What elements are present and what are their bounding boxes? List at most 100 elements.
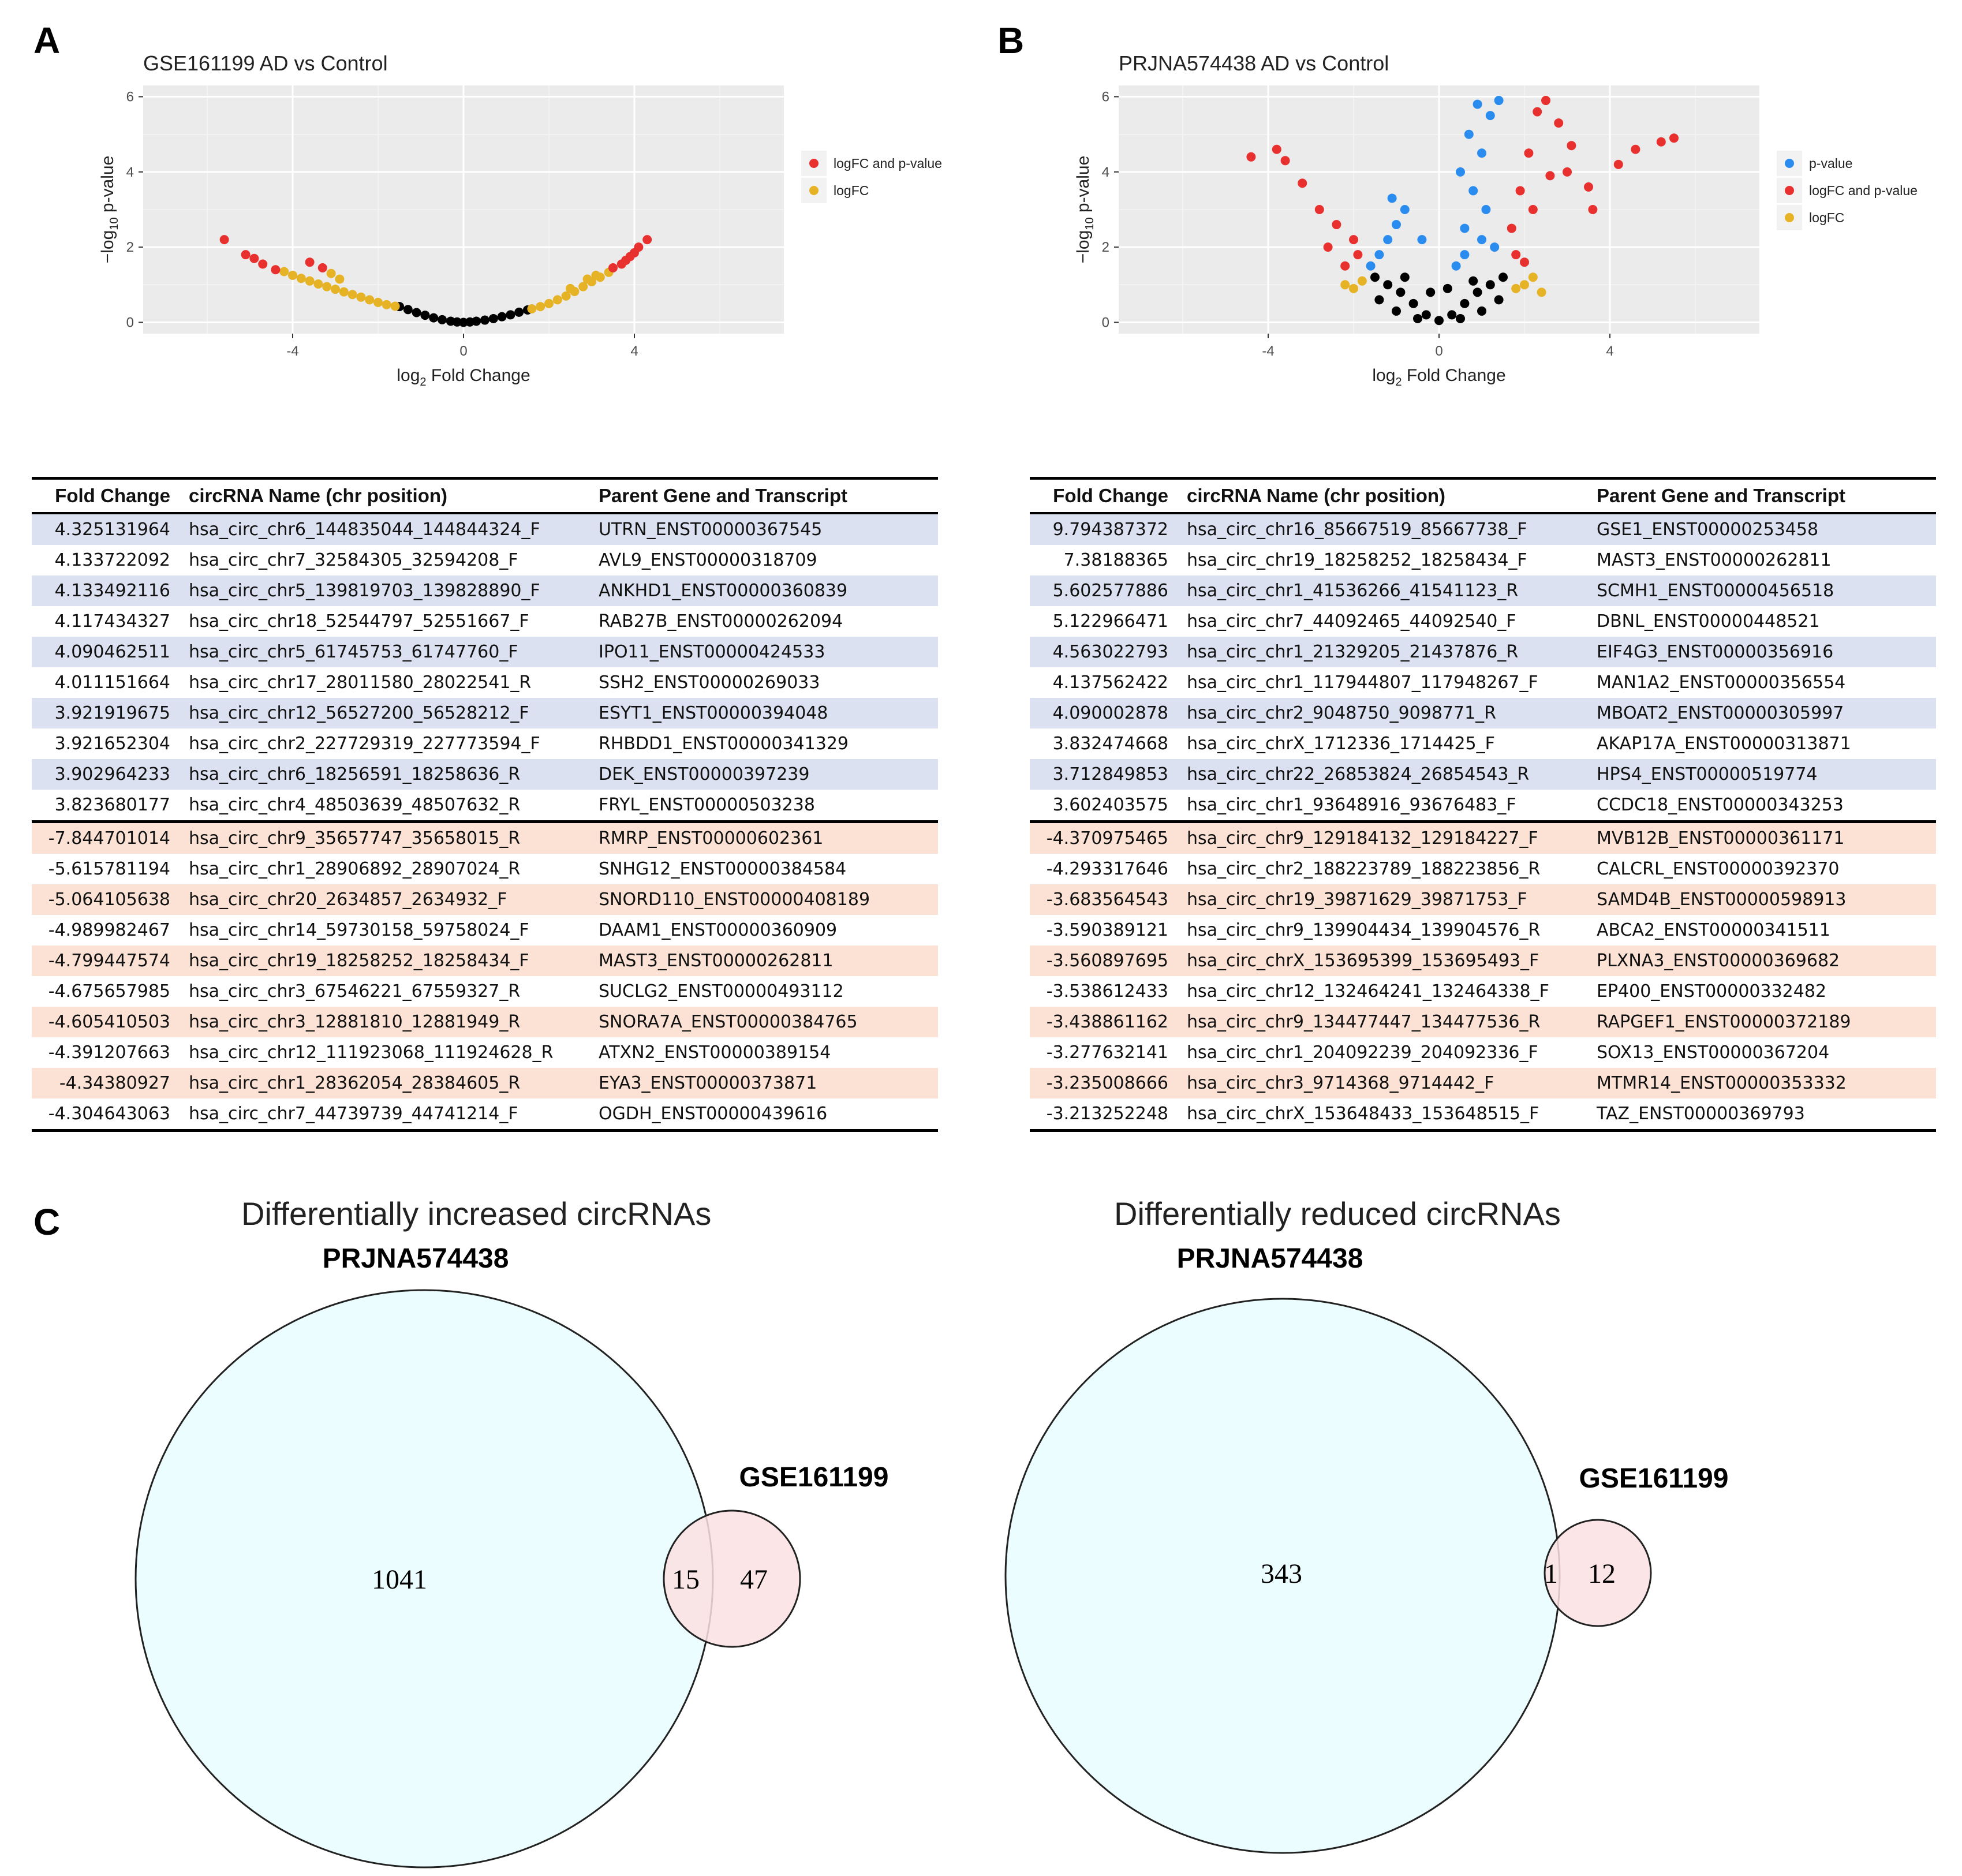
table-row: -4.675657985 hsa_circ_chr3_67546221_67559… [32,976,938,1007]
circrna-name-cell: hsa_circ_chr19_18258252_18258434_F [1187,550,1527,570]
circrna-name-cell: hsa_circ_chr9_134477447_134477536_R [1181,1007,1591,1037]
data-point-logfc [536,302,545,312]
data-point-p-value [1473,99,1482,109]
data-point-logfc-and-p-value [1588,205,1598,214]
table-row: 3.823680177 hsa_circ_chr4_48503639_485076… [32,790,938,822]
fold-change-cell: -4.304643063 [32,1098,183,1132]
venn-reduced-circle-gse [1544,1519,1652,1627]
table-row: -3.213252248 hsa_circ_chrX_153648433_1536… [1030,1098,1936,1132]
parent-gene-cell: TAZ_ENST00000369793 [1591,1098,1936,1132]
y-tick-label: 2 [126,240,134,255]
data-point-logfc [373,297,383,307]
venn-increased-count-only-prjna: 1041 [372,1564,427,1595]
volcano-plot-b: -4 0 4 0 2 4 6 log2 Fold Change −log10 p-value p-… [1074,85,1918,388]
table-row: -4.293317646 hsa_circ_chr2_188223789_1882… [1030,854,1936,884]
y-axis-label: −log10 p-value [98,156,121,264]
circrna-name-cell: hsa_circ_chr1_28906892_28907024_R [189,859,521,879]
x-tick-label: 4 [1606,343,1613,359]
parent-gene-cell: MBOAT2_ENST00000305997 [1591,698,1936,728]
data-point-logfc [544,298,554,308]
data-point-logfc-and-p-value [241,250,251,260]
circrna-name-cell: hsa_circ_chr6_144835044_144844324_F [183,513,593,545]
data-point-logfc-and-p-value [258,259,268,269]
table-row: -3.683564543 hsa_circ_chr19_39871629_3987… [1030,884,1936,915]
circrna-name-cell: hsa_circ_chr1_21329205_21437876_R [1181,637,1591,667]
parent-gene-cell: SNORD110_ENST00000408189 [593,884,938,915]
data-point-p-value [1468,186,1478,196]
table-row: 3.832474668 hsa_circ_chrX_1712336_1714425… [1030,728,1936,759]
table-row: 4.133722092 hsa_circ_chr7_32584305_325942… [32,545,938,575]
parent-gene-cell: SUCLG2_ENST00000493112 [599,981,844,1001]
circrna-name-cell: hsa_circ_chr3_9714368_9714442_F [1181,1068,1591,1098]
x-tick-label: -4 [286,343,298,359]
table-a-header-parent-gene: Parent Gene and Transcript [593,477,938,514]
data-point-logfc [313,279,323,289]
fold-change-cell: -3.560897695 [1030,946,1181,976]
data-point-ns [1456,313,1465,323]
y-tick-label: 0 [1102,315,1109,330]
circrna-name-cell: hsa_circ_chr19_39871629_39871753_F [1181,884,1591,915]
data-point-logfc [582,274,592,284]
parent-gene-cell: MVB12B_ENST00000361171 [1591,820,1936,854]
data-point-logfc [279,267,289,276]
fold-change-cell: 3.832474668 [1052,734,1168,754]
venn-reduced-count-only-gse: 12 [1588,1559,1616,1589]
circrna-name-cell: hsa_circ_chrX_153695399_153695493_F [1181,946,1591,976]
circrna-name-cell: hsa_circ_chr14_59730158_59758024_F [189,920,529,940]
data-point-logfc [1357,276,1367,286]
data-point-ns [472,316,481,326]
data-point-logfc-and-p-value [1323,242,1333,252]
venn-increased-label-gse: GSE161199 [739,1462,889,1493]
table-row: 5.602577886 hsa_circ_chr1_41536266_415411… [1030,575,1936,606]
venn-increased: PRJNA574438 GSE161199 1041 15 47 [134,1243,889,1868]
data-point-p-value [1464,129,1474,139]
circrna-name-cell: hsa_circ_chr1_28362054_28384605_R [183,1068,593,1098]
data-point-ns [412,308,421,317]
circrna-name-cell: hsa_circ_chr2_227729319_227773594_F [189,734,540,754]
data-point-ns [1400,272,1410,282]
circrna-name-cell: hsa_circ_chr22_26853824_26854543_R [1181,759,1591,790]
data-point-logfc [326,268,336,278]
parent-gene-cell: RHBDD1_ENST00000341329 [599,734,849,754]
data-point-logfc-and-p-value [1631,144,1640,154]
circrna-name-cell: hsa_circ_chr1_41536266_41541123_R [1181,575,1591,606]
data-point-logfc-and-p-value [1353,250,1363,260]
data-point-p-value [1383,235,1393,245]
table-row: -4.989982467 hsa_circ_chr14_59730158_5975… [32,915,938,946]
data-point-ns [1477,306,1486,316]
data-point-logfc-and-p-value [1528,205,1538,214]
circrna-name-cell: hsa_circ_chrX_153648433_153648515_F [1181,1098,1591,1132]
table-row: -3.560897695 hsa_circ_chrX_153695399_1536… [1030,946,1936,976]
fold-change-cell: 4.137562422 [1052,672,1168,693]
table-row: 3.902964233 hsa_circ_chr6_18256591_182586… [32,759,938,790]
x-tick-label: 0 [1435,343,1442,359]
data-point-logfc-and-p-value [1340,261,1350,271]
parent-gene-cell: CALCRL_ENST00000392370 [1597,859,1840,879]
data-point-logfc [566,283,575,293]
parent-gene-cell: AKAP17A_ENST00000313871 [1597,734,1851,754]
table-row: -4.605410503 hsa_circ_chr3_12881810_12881… [32,1007,938,1037]
x-tick-label: 0 [459,343,467,359]
data-point-ns [1392,306,1401,316]
table-b-header-parent-gene: Parent Gene and Transcript [1591,477,1936,514]
data-point-ns [1434,316,1444,326]
data-point-ns [488,313,498,323]
data-point-ns [429,313,439,323]
circrna-name-cell: hsa_circ_chr19_18258252_18258434_F [183,946,593,976]
y-tick-label: 6 [1102,89,1109,105]
venn-reduced-label-gse: GSE161199 [1579,1463,1729,1494]
data-point-logfc [339,287,349,297]
data-point-logfc-and-p-value [1298,178,1307,188]
table-row: 4.117434327 hsa_circ_chr18_52544797_52551… [32,606,938,637]
data-point-p-value [1494,96,1504,106]
fold-change-cell: -4.675657985 [48,981,170,1001]
parent-gene-cell: CCDC18_ENST00000343253 [1597,795,1844,815]
data-point-ns [1370,272,1380,282]
fold-change-cell: -3.277632141 [1046,1042,1168,1063]
parent-gene-cell: SCMH1_ENST00000456518 [1591,575,1936,606]
y-tick-label: 4 [126,165,134,180]
data-point-ns [1460,298,1470,308]
data-point-logfc [1528,272,1538,282]
table-row: 3.712849853 hsa_circ_chr22_26853824_26854… [1030,759,1936,790]
parent-gene-cell: GSE1_ENST00000253458 [1591,513,1936,545]
